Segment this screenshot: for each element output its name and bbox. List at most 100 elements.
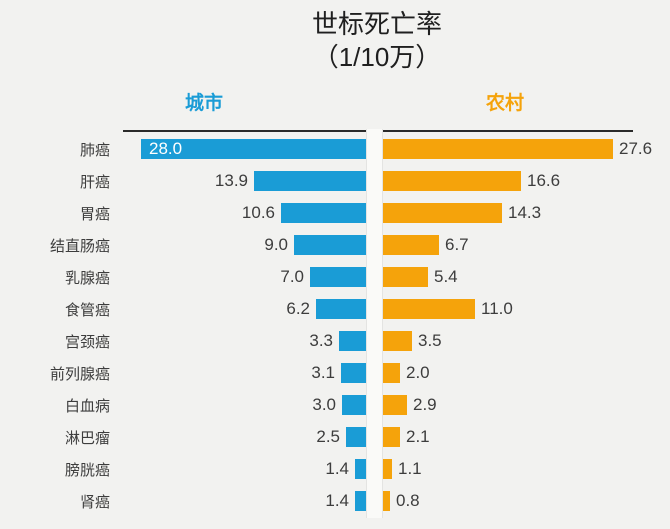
urban-value: 13.9	[214, 171, 248, 190]
rural-bar	[383, 427, 400, 447]
category-label: 白血病	[64, 397, 110, 415]
urban-bar	[355, 491, 366, 511]
urban-panel: 3.0	[123, 395, 366, 415]
category-label: 乳腺癌	[64, 269, 110, 287]
urban-panel: 6.2	[123, 299, 366, 319]
rural-panel: 5.4	[383, 267, 670, 287]
rural-value: 16.6	[527, 171, 561, 190]
rural-panel: 2.0	[383, 363, 670, 383]
chart-row: 前列腺癌 3.1 2.0	[0, 357, 670, 389]
chart-row: 胃癌 10.6 14.3	[0, 197, 670, 229]
urban-bar	[316, 299, 366, 319]
chart-row: 膀胱癌 1.4 1.1	[0, 453, 670, 485]
rural-panel: 6.7	[383, 235, 670, 255]
category-label: 膀胱癌	[64, 461, 110, 479]
chart-row: 结直肠癌 9.0 6.7	[0, 229, 670, 261]
chart-subtitle: （1/10万）	[312, 42, 442, 72]
center-divider	[366, 129, 383, 518]
urban-bar	[346, 427, 366, 447]
urban-value: 3.1	[311, 363, 335, 382]
rural-panel: 27.6	[383, 139, 670, 159]
rural-value: 1.1	[398, 459, 422, 478]
rural-bar	[383, 235, 439, 255]
urban-panel: 28.0	[123, 139, 366, 159]
rural-value: 11.0	[481, 299, 513, 318]
rural-bar	[383, 363, 400, 383]
chart-row: 宫颈癌 3.3 3.5	[0, 325, 670, 357]
rural-value: 5.4	[434, 267, 458, 286]
chart-title: 世标死亡率	[311, 9, 443, 39]
category-label: 肺癌	[79, 141, 110, 159]
category-label: 淋巴瘤	[64, 429, 110, 447]
series-label-rural: 农村	[485, 93, 525, 114]
urban-panel: 10.6	[123, 203, 366, 223]
rural-value: 3.5	[418, 331, 442, 350]
urban-value: 10.6	[241, 203, 275, 222]
chart-row: 肾癌 1.4 0.8	[0, 485, 670, 517]
chart-rows: 肺癌 28.0 27.6 肝癌 13.9 16.6 胃癌 10.6 14.3 结直肠癌 9.0 6.7…	[0, 133, 670, 517]
urban-bar	[342, 395, 366, 415]
rural-value: 0.8	[396, 491, 420, 510]
urban-panel: 1.4	[123, 459, 366, 479]
rural-bar	[383, 491, 390, 511]
rural-bar	[383, 331, 412, 351]
rural-panel: 1.1	[383, 459, 670, 479]
rural-value: 2.9	[413, 395, 437, 414]
axis-line-left	[123, 130, 366, 132]
rural-panel: 3.5	[383, 331, 670, 351]
urban-panel: 9.0	[123, 235, 366, 255]
urban-panel: 13.9	[123, 171, 366, 191]
urban-value: 9.0	[264, 235, 288, 254]
series-label-urban: 城市	[184, 93, 224, 114]
rural-value: 14.3	[508, 203, 542, 222]
rural-bar	[383, 267, 428, 287]
urban-value: 7.0	[280, 267, 304, 286]
rural-panel: 11.0	[383, 299, 670, 319]
urban-value: 6.2	[286, 299, 310, 318]
category-label: 结直肠癌	[49, 237, 110, 255]
chart-title-block: 世标死亡率 （1/10万）	[312, 8, 442, 74]
rural-panel: 16.6	[383, 171, 670, 191]
urban-bar	[339, 331, 366, 351]
category-label: 肾癌	[79, 493, 110, 511]
urban-value: 3.3	[309, 331, 333, 350]
rural-bar	[383, 139, 613, 159]
urban-bar	[254, 171, 366, 191]
rural-value: 6.7	[445, 235, 469, 254]
rural-panel: 2.1	[383, 427, 670, 447]
urban-panel: 7.0	[123, 267, 366, 287]
chart-row: 肝癌 13.9 16.6	[0, 165, 670, 197]
chart-row: 食管癌 6.2 11.0	[0, 293, 670, 325]
axis-line-right	[383, 130, 633, 132]
urban-bar	[281, 203, 366, 223]
category-label: 胃癌	[79, 205, 110, 223]
urban-value: 2.5	[316, 427, 340, 446]
category-label: 肝癌	[79, 173, 110, 191]
urban-panel: 3.3	[123, 331, 366, 351]
urban-panel: 1.4	[123, 491, 366, 511]
chart-row: 乳腺癌 7.0 5.4	[0, 261, 670, 293]
rural-panel: 14.3	[383, 203, 670, 223]
urban-panel: 3.1	[123, 363, 366, 383]
rural-bar	[383, 299, 475, 319]
rural-bar	[383, 203, 502, 223]
urban-value: 28.0	[149, 139, 183, 158]
rural-value: 2.1	[406, 427, 430, 446]
urban-bar	[294, 235, 366, 255]
chart-row: 白血病 3.0 2.9	[0, 389, 670, 421]
category-label: 宫颈癌	[64, 333, 110, 351]
urban-bar	[341, 363, 366, 383]
rural-bar	[383, 395, 407, 415]
urban-bar	[355, 459, 366, 479]
rural-panel: 2.9	[383, 395, 670, 415]
category-label: 前列腺癌	[49, 365, 110, 383]
rural-panel: 0.8	[383, 491, 670, 511]
urban-panel: 2.5	[123, 427, 366, 447]
urban-bar	[310, 267, 366, 287]
urban-value: 1.4	[325, 491, 349, 510]
rural-bar	[383, 171, 521, 191]
rural-bar	[383, 459, 392, 479]
category-label: 食管癌	[64, 301, 110, 319]
rural-value: 2.0	[406, 363, 430, 382]
